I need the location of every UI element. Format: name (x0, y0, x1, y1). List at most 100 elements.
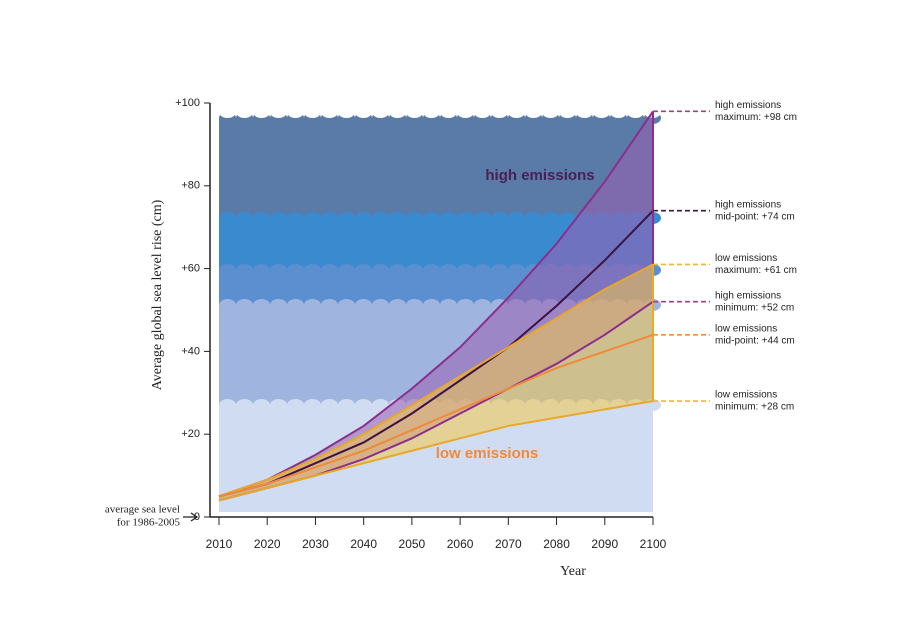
wave (525, 212, 542, 224)
annotation-text: high emissions (715, 199, 781, 210)
wave (219, 299, 236, 311)
wave (236, 106, 253, 118)
baseline-note: for 1986-2005 (117, 517, 181, 529)
annotation-text: low emissions (715, 323, 777, 334)
wave (236, 299, 253, 311)
wave (304, 264, 321, 276)
wave (576, 106, 593, 118)
band-upper-line (218, 110, 654, 498)
wave (270, 106, 287, 118)
x-tick-label: 2100 (640, 537, 667, 551)
wave (474, 106, 491, 118)
band-label: low emissions (436, 445, 539, 462)
wave (338, 106, 355, 118)
wave (559, 106, 576, 118)
wave (287, 212, 304, 224)
wave (355, 299, 372, 311)
wave (321, 264, 338, 276)
band-label: high emissions (485, 167, 594, 184)
wave (423, 212, 440, 224)
wave (287, 299, 304, 311)
wave (321, 299, 338, 311)
wave (270, 299, 287, 311)
annotation-text: mid-point: +74 cm (715, 211, 795, 222)
annotation-text: maximum: +98 cm (715, 112, 797, 123)
wave (321, 106, 338, 118)
wave (542, 212, 559, 224)
wave (457, 299, 474, 311)
wave (406, 212, 423, 224)
wave (406, 106, 423, 118)
x-axis-title: Year (560, 564, 586, 579)
wave (440, 264, 457, 276)
x-tick-label: 2010 (206, 537, 233, 551)
wave (508, 264, 525, 276)
y-tick-label: +60 (181, 263, 200, 275)
y-tick-label: +80 (181, 180, 200, 192)
wave (542, 106, 559, 118)
x-tick-label: 2040 (350, 537, 377, 551)
wave (474, 264, 491, 276)
wave (457, 212, 474, 224)
wave (491, 212, 508, 224)
y-tick-label: +40 (181, 345, 200, 357)
wave (610, 106, 627, 118)
wave (457, 264, 474, 276)
annotation-text: mid-point: +44 cm (715, 335, 795, 346)
wave (253, 264, 270, 276)
wave (627, 106, 644, 118)
y-tick-label: +100 (175, 97, 200, 109)
band-mid-line (218, 209, 654, 498)
wave (321, 399, 338, 411)
wave (389, 299, 406, 311)
annotation-text: high emissions (715, 100, 781, 111)
wave (355, 264, 372, 276)
wave (270, 264, 287, 276)
wave (389, 212, 406, 224)
wave (253, 299, 270, 311)
wave (287, 106, 304, 118)
wave (355, 106, 372, 118)
wave (406, 299, 423, 311)
wave (304, 299, 321, 311)
wave (338, 264, 355, 276)
wave (474, 212, 491, 224)
wave (304, 212, 321, 224)
wave (236, 212, 253, 224)
y-axis-title: Average global sea level rise (cm) (150, 199, 165, 390)
wave (287, 399, 304, 411)
wave (338, 399, 355, 411)
baseline-note: average sea level (105, 504, 180, 516)
wave (321, 212, 338, 224)
y-tick-label: 0 (194, 511, 200, 523)
wave (270, 212, 287, 224)
wave (440, 212, 457, 224)
wave (593, 106, 610, 118)
x-tick-label: 2090 (591, 537, 618, 551)
water-tier (219, 118, 653, 218)
wave (423, 299, 440, 311)
annotation-text: minimum: +28 cm (715, 402, 794, 413)
annotation-text: maximum: +61 cm (715, 265, 797, 276)
x-tick-label: 2080 (543, 537, 570, 551)
band-upper-line (218, 263, 654, 498)
wave (423, 106, 440, 118)
wave (372, 212, 389, 224)
wave (355, 399, 372, 411)
wave (372, 106, 389, 118)
wave (236, 399, 253, 411)
annotation-text: high emissions (715, 290, 781, 301)
wave (219, 106, 236, 118)
wave (423, 264, 440, 276)
baseline-arrow (183, 512, 199, 522)
wave (440, 299, 457, 311)
wave (508, 212, 525, 224)
wave (508, 106, 525, 118)
wave (355, 212, 372, 224)
x-tick-label: 2070 (495, 537, 522, 551)
band-mid-line (218, 333, 654, 498)
band-lower-line (218, 400, 654, 502)
wave (338, 299, 355, 311)
wave (525, 106, 542, 118)
